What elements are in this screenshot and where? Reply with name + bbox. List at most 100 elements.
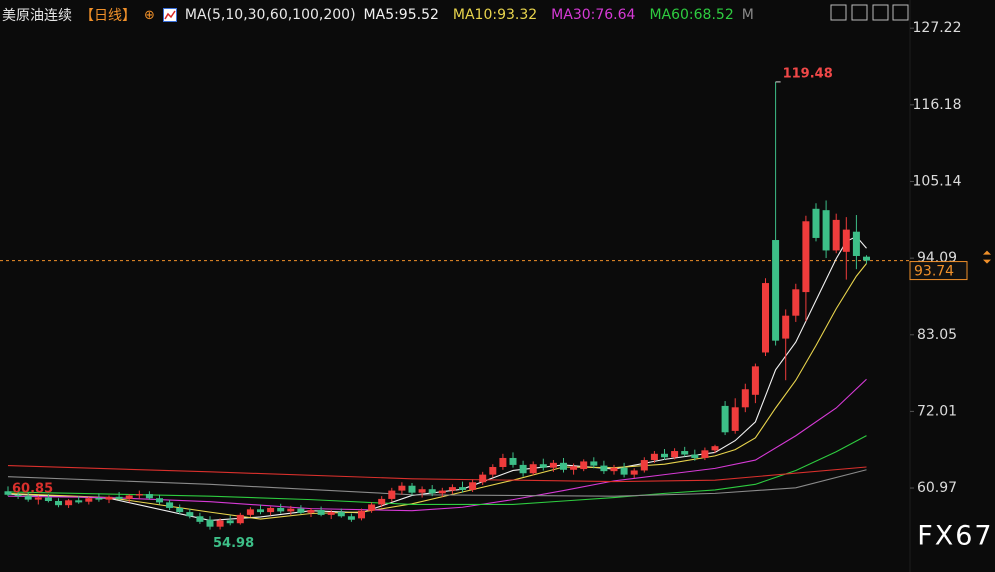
ma-line: [7, 465, 867, 483]
candle-body: [448, 487, 456, 491]
candle-body: [216, 520, 224, 527]
tool-button[interactable]: [830, 4, 847, 21]
legend-entry[interactable]: MA60:68.52: [649, 7, 734, 23]
more-label: M: [741, 7, 754, 23]
legend-entry[interactable]: MA5:95.52: [363, 7, 439, 23]
candle-body: [317, 510, 325, 515]
scroll-icon: [983, 250, 991, 264]
ma-line: [7, 263, 867, 520]
tool-button[interactable]: [892, 4, 909, 21]
ma-line: [7, 235, 867, 521]
candle-body: [34, 497, 42, 500]
candle-body: [459, 487, 466, 490]
candle-body: [135, 494, 143, 496]
candle-body: [65, 500, 73, 506]
candle-body: [772, 240, 780, 341]
candle-body: [509, 457, 517, 465]
candle-body: [307, 510, 315, 513]
candle-body: [44, 497, 52, 502]
candle-body: [388, 490, 396, 499]
candle-body: [125, 495, 133, 499]
y-tick-label: 83.05: [917, 327, 957, 343]
y-tick-label: 116.18: [913, 97, 962, 113]
candle-body: [479, 474, 487, 483]
candle-body: [529, 464, 537, 474]
legend-entry[interactable]: MA10:93.32: [452, 7, 538, 23]
candle-body: [671, 451, 679, 458]
ma-line: [7, 378, 867, 512]
candle-body: [792, 289, 800, 316]
instrument-title: 美原油连续: [2, 8, 72, 24]
candle-body: [186, 512, 194, 517]
candle-body: [691, 454, 699, 458]
candle-body: [287, 508, 295, 512]
candle-body: [418, 489, 426, 493]
candle-body: [620, 467, 628, 475]
candle-body: [600, 465, 608, 472]
legend-entry[interactable]: MA30:76.64: [551, 7, 636, 23]
candle-body: [822, 210, 830, 251]
candle-body: [570, 466, 578, 470]
left-label: 60.85: [12, 481, 53, 496]
y-tick-label: 60.97: [917, 480, 957, 496]
high-label: 119.48: [783, 66, 833, 81]
candle-body: [590, 461, 598, 466]
last-price-box: [909, 261, 968, 281]
watermark: FX678: [917, 521, 995, 552]
candle-body: [156, 498, 163, 503]
ma-line: [7, 469, 867, 497]
candle-body: [499, 457, 507, 467]
candle-body: [4, 491, 12, 495]
candle-body: [539, 464, 547, 468]
low-label: 54.98: [213, 536, 254, 551]
toolbar: [830, 4, 909, 21]
candle-body: [681, 451, 689, 455]
candle-body: [560, 462, 567, 470]
candle-body: [610, 467, 618, 472]
candle-body: [55, 501, 62, 506]
tool-button[interactable]: [872, 4, 889, 21]
candle-body: [549, 462, 557, 468]
indicator-icon[interactable]: [162, 8, 177, 22]
add-icon[interactable]: ⊕: [144, 7, 155, 23]
candle-body: [105, 496, 113, 500]
candle-body: [337, 512, 345, 517]
candle-body: [580, 461, 588, 470]
legend: MA5:95.52 MA10:93.32 MA30:76.64 MA60:68.52: [364, 7, 734, 23]
tool-button[interactable]: [851, 4, 868, 21]
candle-body: [812, 208, 820, 238]
candle-body: [24, 496, 32, 500]
candle-body: [277, 507, 285, 512]
period[interactable]: 【日线】: [80, 8, 136, 24]
ma-line: [7, 435, 867, 506]
candle-body: [196, 516, 204, 522]
last-price-label: 93.74: [914, 264, 954, 280]
candle-body: [398, 485, 406, 491]
candle-body: [701, 450, 709, 458]
candle-body: [782, 315, 790, 339]
candle-body: [166, 502, 174, 508]
candle-body: [378, 498, 386, 505]
candle-body: [661, 453, 668, 458]
candle-body: [842, 229, 850, 252]
header: 美原油连续 【日线】 ⊕ MA(5,10,30,60,100,200) MA5:…: [2, 4, 754, 26]
candle-body: [14, 494, 22, 497]
candle-body: [721, 405, 729, 433]
candle-body: [408, 485, 416, 493]
candle-body: [358, 510, 365, 519]
candle-body: [236, 514, 244, 524]
candle-body: [751, 366, 759, 395]
candle-body: [246, 509, 254, 515]
y-tick-label: 127.22: [913, 20, 962, 36]
candle-body: [176, 507, 184, 513]
candle-body: [297, 508, 305, 513]
candle-body: [863, 256, 870, 261]
candle-body: [85, 498, 93, 502]
candle-body: [640, 460, 648, 471]
candle-body: [327, 512, 335, 515]
candle-body: [226, 520, 234, 524]
y-tick-label: 105.14: [913, 173, 962, 189]
candle-body: [832, 219, 840, 251]
candle-body: [368, 504, 376, 511]
